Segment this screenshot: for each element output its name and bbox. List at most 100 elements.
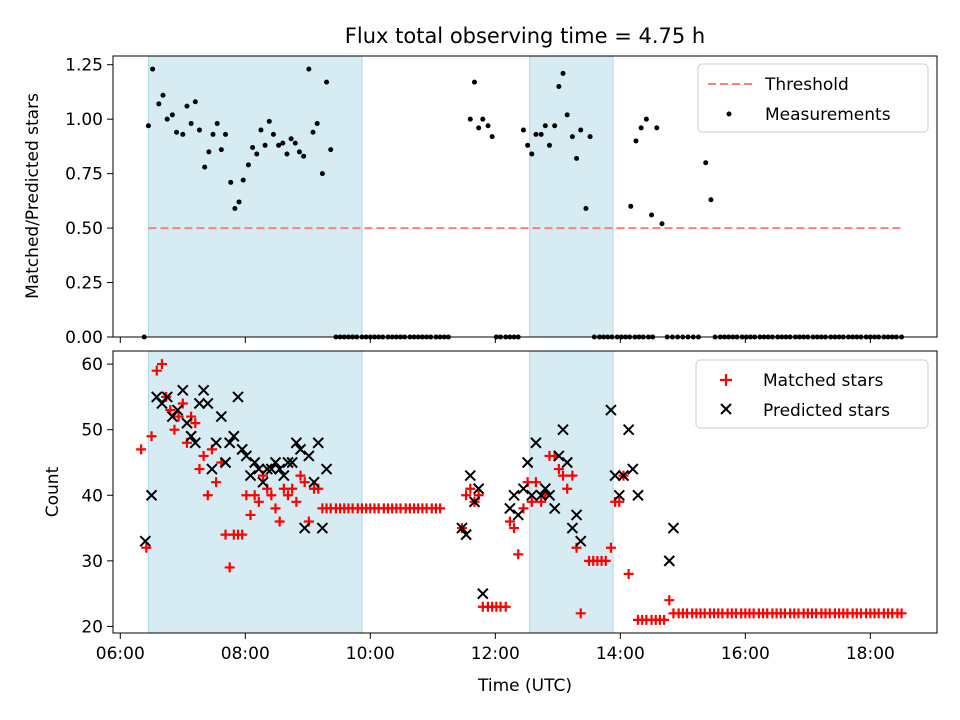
x-tick-label: 14:00 — [596, 644, 645, 664]
matched-star-point — [283, 490, 294, 501]
matched-star-point — [173, 411, 184, 422]
measurement-point — [708, 197, 714, 203]
matched-star-point — [605, 542, 616, 553]
measurement-point — [206, 149, 212, 155]
legend-measurements-label: Measurements — [765, 105, 891, 125]
matched-star-point — [266, 490, 277, 501]
matched-star-point — [526, 496, 537, 507]
predicted-star-point — [460, 528, 472, 541]
x-tick-label: 06:00 — [96, 644, 145, 664]
predicted-star-point — [570, 509, 583, 521]
predicted-star-point — [575, 535, 587, 547]
y-tick-label: 0.75 — [65, 165, 103, 185]
y-tick-label: 0.25 — [65, 274, 103, 294]
measurement-point — [164, 116, 170, 122]
y-tick-label: 1.00 — [65, 110, 103, 130]
measurement-point — [525, 142, 531, 148]
measurement-point — [476, 125, 482, 131]
matched-star-point — [156, 359, 167, 370]
measurement-point — [196, 127, 202, 133]
predicted-star-point — [181, 417, 193, 429]
predicted-star-point — [456, 522, 468, 534]
measurement-point — [306, 66, 312, 72]
predicted-star-point — [609, 469, 621, 482]
matched-star-point — [141, 542, 152, 553]
matched-star-point — [169, 424, 180, 435]
matched-star-point — [241, 490, 252, 501]
predicted-star-point — [627, 463, 639, 475]
predicted-star-point — [667, 522, 680, 534]
top-panel-shaded-spans — [147, 55, 614, 338]
y-tick-label: 60 — [81, 355, 103, 375]
predicted-star-point — [553, 450, 565, 462]
measurement-point — [202, 164, 208, 170]
predicted-star-point — [526, 489, 538, 501]
bottom-panel-y-axis-label: Count — [43, 466, 63, 517]
measurement-point — [156, 101, 162, 107]
predicted-star-point — [535, 489, 547, 501]
measurement-point — [467, 116, 473, 122]
measurement-point — [301, 153, 307, 159]
predicted-star-point — [236, 443, 248, 456]
matched-star-point — [623, 568, 634, 579]
measurement-point — [485, 123, 491, 129]
predicted-star-point — [472, 483, 485, 495]
top-panel-legend: Threshold Measurements — [697, 63, 929, 133]
observing-window-span — [529, 55, 614, 338]
measurement-point — [210, 131, 216, 137]
measurement-point — [292, 140, 298, 146]
predicted-star-point — [312, 437, 324, 449]
matched-star-point — [291, 496, 302, 507]
matched-star-point — [614, 496, 625, 507]
measurement-point — [529, 151, 535, 157]
measurement-point — [480, 116, 486, 122]
predicted-star-point — [257, 476, 269, 488]
matched-star-point — [299, 477, 310, 488]
measurement-point — [236, 199, 242, 205]
measurement-point — [266, 118, 272, 124]
bottom-panel-marks — [136, 359, 907, 625]
predicted-star-point — [530, 437, 542, 449]
matched-star-point — [224, 562, 235, 573]
predicted-star-point — [185, 430, 197, 442]
predicted-star-point — [605, 404, 617, 416]
matched-star-point — [198, 450, 209, 461]
predicted-star-point — [197, 384, 210, 397]
predicted-star-point — [622, 423, 635, 436]
measurement-point — [160, 92, 166, 98]
predicted-star-point — [223, 437, 236, 449]
matched-star-point — [245, 509, 256, 520]
measurement-point — [556, 83, 562, 89]
predicted-star-point — [617, 469, 630, 482]
measurement-point — [649, 212, 655, 218]
measurement-point — [533, 131, 539, 137]
matched-star-point — [513, 549, 524, 560]
predicted-star-point — [171, 404, 184, 416]
measurement-point — [319, 171, 325, 177]
measurement-point — [552, 123, 558, 129]
predicted-star-point — [278, 469, 290, 482]
y-tick-label: 0.00 — [65, 328, 103, 348]
predicted-star-point — [232, 391, 244, 403]
matched-star-point — [562, 483, 573, 494]
predicted-star-point — [282, 456, 294, 469]
x-tick-label: 18:00 — [846, 644, 895, 664]
predicted-star-point — [290, 437, 303, 449]
measurement-point — [638, 125, 644, 131]
predicted-star-point — [543, 489, 556, 501]
matched-star-point — [136, 444, 147, 455]
matched-star-point — [194, 464, 205, 475]
predicted-star-point — [316, 522, 329, 534]
measurement-point — [643, 116, 649, 122]
measurement-point — [214, 121, 220, 127]
matched-star-point — [567, 470, 578, 481]
predicted-star-point — [139, 535, 152, 547]
matched-star-point — [504, 516, 515, 527]
measurement-point — [654, 125, 660, 131]
predicted-star-point — [632, 489, 644, 501]
matched-star-point — [600, 555, 611, 566]
predicted-star-point — [561, 456, 573, 469]
y-tick-label: 50 — [81, 421, 103, 441]
measurement-point — [583, 205, 589, 211]
